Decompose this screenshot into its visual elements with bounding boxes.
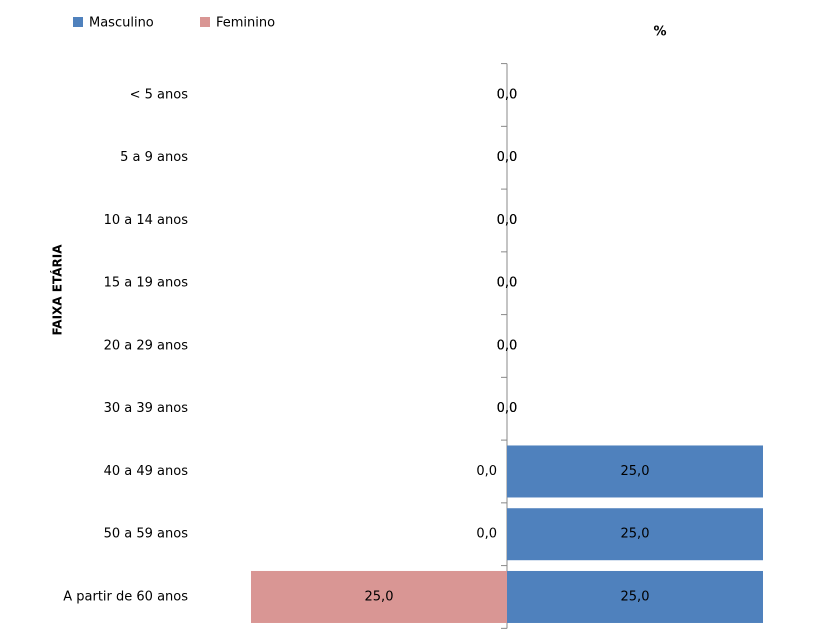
bar [507, 508, 763, 561]
data-label: 0,0 [497, 276, 518, 291]
bar [507, 445, 763, 498]
category-label: 10 a 14 anos [104, 213, 189, 228]
y-axis-label: FAIXA ETÁRIA [50, 244, 65, 336]
legend-swatch [73, 17, 83, 27]
data-label: 0,0 [497, 401, 518, 416]
category-label: < 5 anos [130, 87, 189, 102]
data-label: 0,0 [497, 150, 518, 165]
data-label: 0,0 [497, 276, 518, 291]
data-label: 0,0 [497, 338, 518, 353]
data-label: 0,0 [497, 213, 518, 228]
category-label: 50 a 59 anos [104, 527, 189, 542]
data-label: 0,0 [497, 401, 518, 416]
data-label: 0,0 [497, 87, 518, 102]
category-label: 30 a 39 anos [104, 401, 189, 416]
chart-title: % [653, 25, 666, 40]
data-label: 25,0 [365, 589, 394, 604]
category-label: A partir de 60 anos [63, 589, 188, 604]
legend-label: Feminino [216, 16, 275, 31]
category-label: 15 a 19 anos [104, 276, 189, 291]
data-label: 0,0 [497, 150, 518, 165]
data-label: 25,0 [621, 464, 650, 479]
legend-swatch [200, 17, 210, 27]
data-label: 0,0 [497, 87, 518, 102]
data-label: 0,0 [497, 213, 518, 228]
legend-label: Masculino [89, 16, 154, 31]
data-label: 0,0 [476, 527, 497, 542]
data-label: 0,0 [476, 464, 497, 479]
category-label: 5 a 9 anos [120, 150, 188, 165]
bar [507, 570, 763, 623]
category-label: 20 a 29 anos [104, 338, 189, 353]
category-label: 40 a 49 anos [104, 464, 189, 479]
data-label: 0,0 [497, 338, 518, 353]
data-label: 25,0 [621, 527, 650, 542]
bar [251, 570, 507, 623]
data-label: 25,0 [621, 589, 650, 604]
